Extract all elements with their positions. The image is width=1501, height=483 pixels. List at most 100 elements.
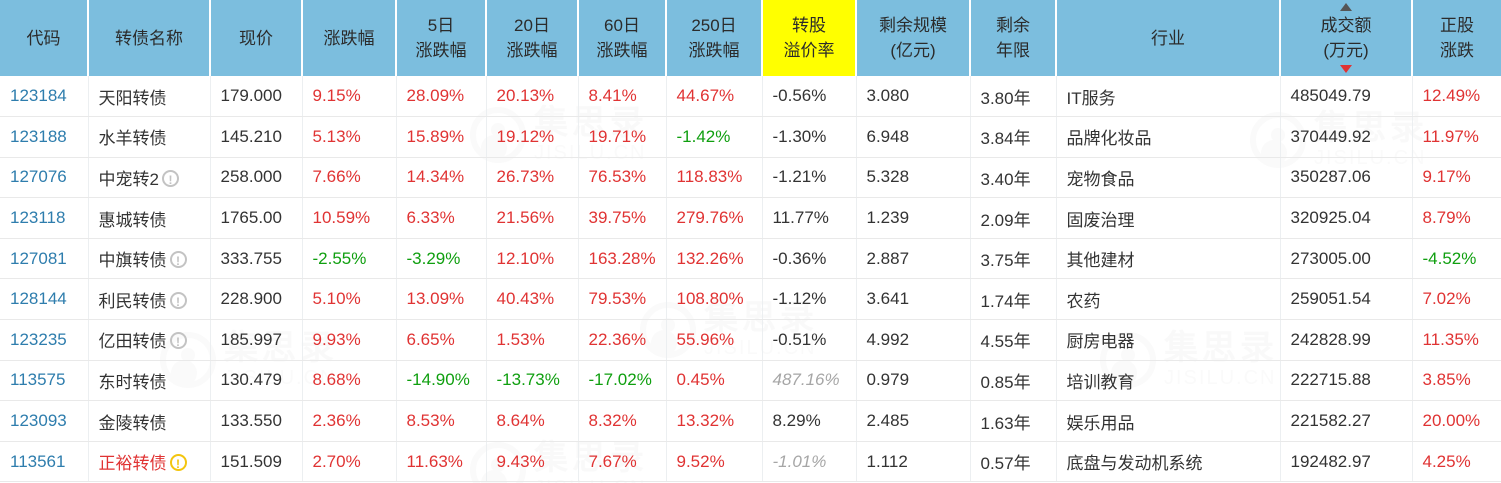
premium-cell: 487.16%	[762, 360, 857, 402]
change-250d-cell: 279.76%	[666, 197, 763, 239]
code-cell: 123184	[0, 76, 89, 118]
change-5d-cell: 28.09%	[396, 76, 487, 118]
bond-name-link[interactable]: 正裕转债	[98, 454, 167, 474]
bond-code-link[interactable]: 123093	[10, 411, 67, 431]
change-250d-cell: 13.32%	[666, 400, 763, 442]
sort-asc-icon[interactable]	[1340, 3, 1352, 11]
sort-desc-icon[interactable]	[1340, 65, 1352, 73]
bond-name-link[interactable]: 金陵转债	[98, 413, 167, 433]
bond-code-link[interactable]: 127081	[10, 248, 67, 268]
info-icon[interactable]: !	[169, 251, 187, 269]
bond-name-link[interactable]: 水羊转债	[98, 129, 167, 149]
price-cell: 179.000	[210, 76, 303, 118]
bond-name-link[interactable]: 惠城转债	[98, 210, 167, 230]
code-cell: 128144	[0, 278, 89, 321]
col-header-remaining-years[interactable]: 剩余 年限	[969, 0, 1057, 76]
industry-cell: 娱乐用品	[1056, 400, 1281, 442]
col-header-price[interactable]: 现价	[209, 0, 303, 76]
code-cell: 127076	[0, 157, 89, 199]
turnover-cell: 350287.06	[1280, 157, 1413, 199]
col-header-name[interactable]: 转债名称	[87, 0, 211, 76]
bond-row: 128144 利民转债! 228.900 5.10% 13.09% 40.43%…	[0, 278, 1501, 321]
code-cell: 123188	[0, 116, 89, 158]
col-header-stock-change[interactable]: 正股 涨跌	[1411, 0, 1501, 76]
remaining-years-cell: 0.85年	[970, 360, 1057, 402]
change-5d-cell: 6.65%	[396, 319, 487, 361]
change-cell: 8.68%	[302, 360, 397, 402]
remaining-years-cell: 1.74年	[970, 278, 1057, 321]
change-20d-cell: 9.43%	[486, 441, 579, 483]
col-label: (亿元)	[890, 41, 936, 60]
bond-name-link[interactable]: 中旗转债	[98, 251, 167, 271]
industry-cell: 宠物食品	[1056, 157, 1281, 199]
bond-name-link[interactable]: 中宠转2	[98, 169, 159, 189]
remaining-size-cell: 3.080	[856, 76, 971, 118]
bond-code-link[interactable]: 113575	[10, 370, 66, 390]
name-cell: 正裕转债!	[88, 441, 211, 483]
bond-code-link[interactable]: 113561	[10, 451, 66, 471]
bond-row: 113575 东时转债! 130.479 8.68% -14.90% -13.7…	[0, 360, 1501, 402]
col-header-turnover[interactable]: 成交额 (万元)	[1279, 0, 1413, 76]
remaining-years-cell: 1.63年	[970, 400, 1057, 442]
industry-cell: 农药	[1056, 278, 1281, 321]
info-icon[interactable]: !	[169, 332, 187, 350]
change-5d-cell: -14.90%	[396, 360, 487, 402]
premium-cell: -1.21%	[762, 157, 857, 199]
bond-row: 123188 水羊转债! 145.210 5.13% 15.89% 19.12%…	[0, 116, 1501, 158]
change-20d-cell: 8.64%	[486, 400, 579, 442]
change-60d-cell: 76.53%	[578, 157, 667, 199]
col-header-remaining-size[interactable]: 剩余规模 (亿元)	[855, 0, 971, 76]
bond-code-link[interactable]: 123188	[10, 126, 67, 146]
col-label: 250日	[691, 16, 737, 35]
bond-name-link[interactable]: 东时转债	[98, 372, 167, 392]
remaining-years-cell: 3.75年	[970, 238, 1057, 280]
change-cell: 7.66%	[302, 157, 397, 199]
col-header-change-5d[interactable]: 5日 涨跌幅	[395, 0, 487, 76]
col-label: 代码	[26, 28, 61, 48]
change-60d-cell: 8.32%	[578, 400, 667, 442]
col-header-change-250d[interactable]: 250日 涨跌幅	[665, 0, 763, 76]
change-5d-cell: -3.29%	[396, 238, 487, 280]
col-header-change-20d[interactable]: 20日 涨跌幅	[485, 0, 579, 76]
bond-name-link[interactable]: 利民转债	[98, 291, 167, 311]
col-label: 涨跌幅	[506, 41, 558, 60]
info-icon[interactable]: !	[161, 169, 179, 187]
col-label: 涨跌幅	[596, 41, 648, 60]
col-header-change[interactable]: 涨跌幅	[301, 0, 397, 76]
bond-code-link[interactable]: 123235	[10, 329, 67, 349]
stock-change-cell: -4.52%	[1412, 238, 1501, 280]
bond-code-link[interactable]: 127076	[10, 167, 67, 187]
col-header-industry[interactable]: 行业	[1055, 0, 1281, 76]
remaining-size-cell: 2.485	[856, 400, 971, 442]
bond-row: 123093 金陵转债! 133.550 2.36% 8.53% 8.64% 8…	[0, 400, 1501, 442]
change-250d-cell: 108.80%	[666, 278, 763, 321]
col-label: 60日	[604, 16, 640, 35]
price-cell: 185.997	[210, 319, 303, 361]
bond-name-link[interactable]: 天阳转债	[98, 88, 167, 108]
name-cell: 中旗转债!	[88, 238, 211, 280]
bond-row: 113561 正裕转债! 151.509 2.70% 11.63% 9.43% …	[0, 441, 1501, 483]
name-cell: 中宠转2!	[88, 157, 211, 199]
col-header-premium[interactable]: 转股 溢价率	[761, 0, 857, 76]
bond-code-link[interactable]: 123184	[10, 86, 67, 106]
premium-cell: -1.01%	[762, 441, 857, 483]
name-cell: 惠城转债!	[88, 197, 211, 239]
info-icon[interactable]: !	[169, 291, 187, 309]
change-250d-cell: 44.67%	[666, 76, 763, 118]
industry-cell: 厨房电器	[1056, 319, 1281, 361]
col-header-code[interactable]: 代码	[0, 0, 89, 76]
col-label: 正股	[1440, 16, 1474, 35]
bond-name-link[interactable]: 亿田转债	[98, 332, 167, 352]
premium-cell: 11.77%	[762, 197, 857, 239]
remaining-size-cell: 6.948	[856, 116, 971, 158]
industry-cell: 培训教育	[1056, 360, 1281, 402]
col-header-change-60d[interactable]: 60日涨跌幅	[577, 0, 667, 76]
col-label: 年限	[996, 41, 1030, 60]
info-icon[interactable]: !	[169, 454, 187, 472]
bond-code-link[interactable]: 123118	[10, 208, 66, 228]
change-250d-cell: 55.96%	[666, 319, 763, 361]
change-5d-cell: 15.89%	[396, 116, 487, 158]
bond-code-link[interactable]: 128144	[10, 289, 67, 309]
remaining-years-cell: 0.57年	[970, 441, 1057, 483]
